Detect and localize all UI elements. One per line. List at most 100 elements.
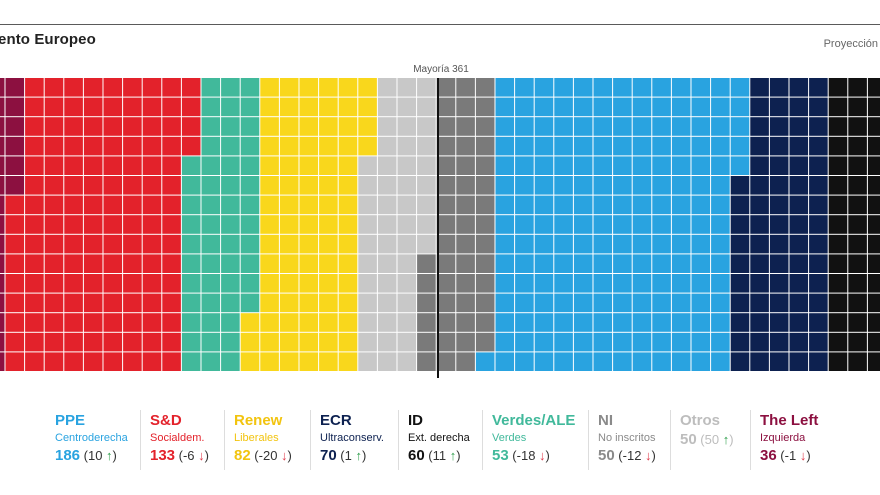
seat-s-d	[123, 332, 142, 352]
seat-ecr	[750, 117, 769, 136]
seat-ppe	[534, 156, 554, 175]
seat-ecr	[769, 293, 789, 313]
seat-ppe	[534, 234, 554, 254]
seat-renew	[299, 274, 319, 293]
legend-party-name: Verdes/ALE	[492, 412, 576, 429]
seat-ecr	[809, 274, 828, 293]
seat-ppe	[613, 136, 632, 156]
seat-verdes-ale	[201, 313, 221, 332]
seat-otros	[397, 352, 417, 371]
seat-s-d	[103, 97, 123, 117]
seat-ni	[475, 234, 495, 254]
seat-ppe	[534, 352, 554, 371]
seat-ppe	[534, 78, 554, 97]
seat-otros	[377, 332, 397, 352]
seat-ppe	[593, 332, 613, 352]
seat-otros	[377, 293, 397, 313]
seat-s-d	[83, 274, 103, 293]
seat-ecr	[730, 215, 750, 234]
seat-renew	[338, 78, 358, 97]
seat-ppe	[652, 195, 671, 215]
seat-verdes-ale	[201, 274, 221, 293]
seat-ecr	[809, 78, 828, 97]
seat-ppe	[613, 293, 632, 313]
seat-otros	[358, 234, 377, 254]
seat-ecr	[769, 215, 789, 234]
seat-ppe	[495, 274, 515, 293]
seat-s-d	[162, 254, 181, 273]
seat-ppe	[711, 136, 730, 156]
seat-s-d	[44, 215, 64, 234]
seat-renew	[299, 332, 319, 352]
seat-ppe	[593, 313, 613, 332]
seat-renew	[358, 78, 377, 97]
seat-id	[828, 215, 848, 234]
seat-otros	[417, 97, 436, 117]
seat-otros	[358, 195, 377, 215]
seat-ppe	[593, 136, 613, 156]
seat-renew	[279, 117, 299, 136]
seat-ni	[475, 78, 495, 97]
seat-renew	[279, 215, 299, 234]
seat-s-d	[162, 234, 181, 254]
seat-otros	[397, 117, 417, 136]
seat-ppe	[711, 313, 730, 332]
seat-verdes-ale	[240, 215, 260, 234]
seat-ppe	[730, 136, 750, 156]
seat-ni	[417, 274, 436, 293]
seat-s-d	[64, 176, 83, 195]
seat-s-d	[44, 274, 64, 293]
legend-seat-count: 50 (-12 ↓)	[598, 448, 670, 464]
seat-ni	[456, 176, 475, 195]
seat-id	[848, 136, 867, 156]
seat-ppe	[573, 176, 593, 195]
seat-s-d	[64, 352, 83, 371]
seat-renew	[338, 97, 358, 117]
seat-ppe	[632, 352, 652, 371]
seat-ecr	[809, 332, 828, 352]
seat-renew	[299, 293, 319, 313]
seat-renew	[240, 352, 260, 371]
seat-ppe	[495, 117, 515, 136]
seat-otros	[358, 332, 377, 352]
seat-renew	[279, 78, 299, 97]
seat-renew	[299, 78, 319, 97]
seat-id	[867, 156, 880, 175]
seat-ni	[456, 78, 475, 97]
seat-ppe	[691, 274, 711, 293]
seat-s-d	[123, 352, 142, 371]
seat-otros	[417, 195, 436, 215]
seat-s-d	[162, 195, 181, 215]
seat-ni	[456, 234, 475, 254]
seat-ppe	[730, 156, 750, 175]
seat-ecr	[809, 195, 828, 215]
seat-ni	[436, 234, 456, 254]
seat-id	[848, 293, 867, 313]
seat-s-d	[64, 254, 83, 273]
seat-the-left	[0, 352, 5, 371]
legend-party-name: NI	[598, 412, 613, 429]
seat-s-d	[181, 97, 201, 117]
seat-s-d	[162, 97, 181, 117]
seat-ni	[475, 274, 495, 293]
seat-ppe	[711, 117, 730, 136]
legend-item-id: ID Ext. derecha 60 (11 ↑)	[398, 410, 482, 470]
seat-renew	[338, 274, 358, 293]
seat-ppe	[554, 254, 573, 273]
seat-renew	[338, 352, 358, 371]
seat-ppe	[534, 293, 554, 313]
seat-verdes-ale	[221, 176, 240, 195]
seat-verdes-ale	[181, 234, 201, 254]
seat-ppe	[671, 313, 691, 332]
seat-ppe	[613, 274, 632, 293]
seat-s-d	[142, 97, 162, 117]
seat-renew	[319, 254, 338, 273]
seat-the-left	[0, 293, 5, 313]
seat-s-d	[103, 274, 123, 293]
seat-renew	[319, 293, 338, 313]
seat-s-d	[103, 293, 123, 313]
seat-s-d	[25, 234, 44, 254]
seat-s-d	[123, 176, 142, 195]
legend-party-name: Renew	[234, 412, 283, 429]
seat-ecr	[769, 254, 789, 273]
